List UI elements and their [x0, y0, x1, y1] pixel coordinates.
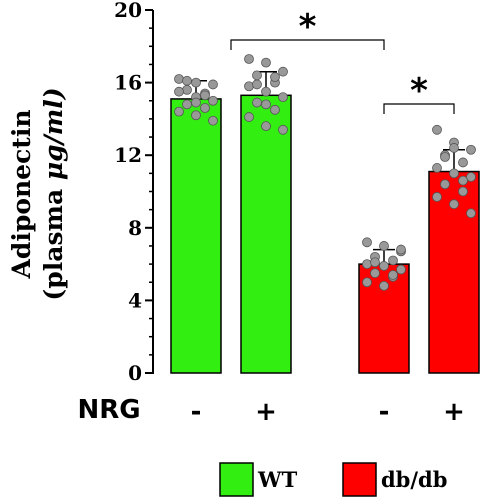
legend: WT db/db [219, 462, 447, 497]
data-point [200, 90, 210, 101]
significance-bracket [230, 39, 385, 50]
data-point [458, 175, 468, 186]
data-point [191, 77, 201, 88]
data-point [432, 124, 442, 135]
significance-bracket [383, 103, 455, 114]
data-point [379, 280, 389, 291]
data-point [362, 259, 372, 270]
data-point [191, 97, 201, 108]
data-point [191, 110, 201, 121]
data-point [278, 66, 288, 77]
y-tick-label: 0 [128, 361, 142, 385]
category-label: + [255, 397, 277, 427]
significance-markers: ** [230, 7, 455, 114]
y-axis-label-unit: μg/ml) [39, 87, 68, 180]
data-point [440, 152, 450, 162]
category-label: - [379, 397, 390, 427]
data-point [278, 92, 288, 103]
data-point [362, 277, 372, 288]
data-point [449, 143, 459, 153]
legend-swatch [342, 462, 377, 497]
bar [240, 94, 292, 374]
data-point [278, 124, 288, 135]
data-point [370, 257, 380, 268]
legend-label: db/db [381, 467, 447, 492]
data-point [261, 99, 271, 110]
data-point [261, 121, 271, 132]
data-point [396, 244, 406, 255]
data-point [449, 199, 459, 210]
bar [170, 98, 222, 374]
data-point [182, 84, 192, 95]
data-point [244, 54, 254, 64]
y-axis-label-line1: Adiponectin [7, 109, 36, 279]
data-point [432, 192, 442, 202]
factor-label: NRG [77, 395, 140, 425]
data-point [208, 95, 218, 106]
legend-label: WT [257, 467, 298, 492]
significance-star: * [410, 71, 428, 111]
data-point [388, 270, 398, 280]
y-axis-label: Adiponectin (plasma μg/ml) [7, 87, 68, 300]
data-point [396, 264, 406, 275]
data-point [252, 97, 262, 108]
data-point [362, 237, 372, 248]
y-tick-label: 8 [128, 216, 142, 240]
data-point [252, 79, 262, 90]
category-label: - [191, 397, 202, 427]
data-points [174, 54, 476, 291]
legend-swatch [219, 462, 254, 497]
significance-star: * [299, 7, 317, 47]
data-point [466, 172, 476, 182]
data-point [449, 168, 459, 179]
data-point [200, 103, 210, 113]
data-point [182, 99, 192, 110]
data-point [388, 255, 398, 266]
data-point [379, 261, 389, 271]
data-point [261, 86, 271, 97]
data-point [174, 74, 184, 84]
y-tick-label: 20 [114, 0, 142, 22]
category-label: + [443, 397, 465, 427]
data-point [370, 268, 380, 279]
data-point [458, 157, 468, 168]
category-labels: NRG - + - + [77, 395, 464, 427]
data-point [244, 112, 254, 122]
data-point [458, 186, 468, 197]
data-point [270, 72, 280, 83]
data-point [379, 241, 389, 251]
y-tick-label: 16 [114, 71, 142, 95]
data-point [261, 57, 271, 68]
y-tick-label: 4 [128, 288, 142, 312]
data-point [432, 163, 442, 173]
data-point [208, 115, 218, 126]
y-axis: 0 4 8 12 16 20 [114, 0, 154, 385]
data-point [174, 86, 184, 97]
y-axis-label-prefix: (plasma [39, 180, 68, 300]
data-point [466, 144, 476, 155]
y-tick-label: 12 [114, 143, 142, 167]
data-point [182, 75, 192, 86]
bars [170, 94, 480, 374]
y-axis-label-line2: (plasma μg/ml) [39, 87, 68, 300]
data-point [174, 106, 184, 117]
data-point [466, 208, 476, 219]
data-point [252, 70, 262, 81]
data-point [440, 179, 450, 190]
data-point [270, 104, 280, 115]
data-point [244, 81, 254, 92]
data-point [208, 79, 218, 90]
